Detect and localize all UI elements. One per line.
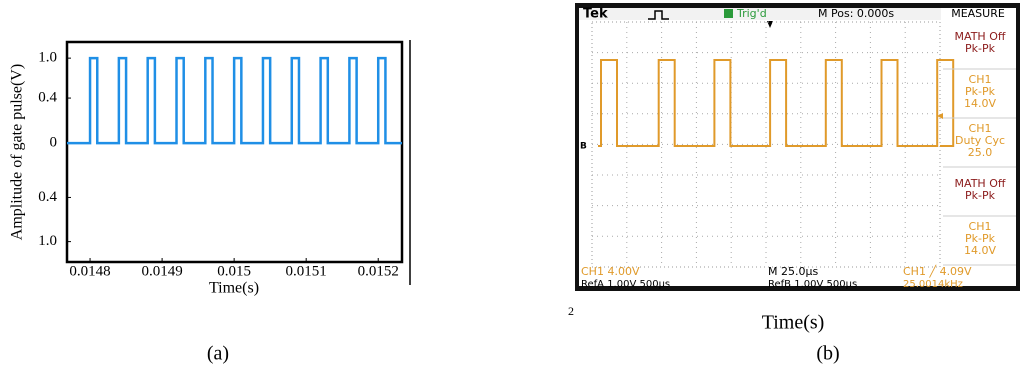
- ch1-scale: CH1 4.00V: [581, 265, 640, 278]
- y-tick-label: 0.4: [38, 89, 57, 105]
- refa: RefA 1.00V 500µs: [581, 279, 670, 290]
- y-tick-label: 1.0: [38, 233, 57, 249]
- trigger-setting: CH1 ╱ 4.09V: [903, 264, 972, 278]
- frequency: 25.0014kHz: [903, 279, 963, 290]
- position: M Pos: 0.000s: [818, 7, 894, 20]
- menu-item: 14.0V: [964, 97, 996, 110]
- brand: Tek: [583, 7, 608, 22]
- x-tick-label: 0.0152: [358, 263, 399, 279]
- caption: (b): [816, 343, 839, 365]
- x-axis-label: Time(s): [209, 280, 259, 297]
- caption: (a): [207, 343, 229, 365]
- menu-item: Pk-Pk: [965, 189, 996, 202]
- corner-label: 2: [568, 304, 574, 318]
- channel-marker: B: [580, 142, 587, 152]
- timebase: M 25.0µs: [768, 265, 818, 278]
- oscilloscope: Tek Trig'd M Pos: 0.000s MEASURE B MATH …: [575, 3, 1020, 291]
- menu-item: 14.0V: [964, 244, 996, 257]
- refb: RefB 1.00V 500µs: [768, 279, 857, 290]
- figure: Amplitude of gate pulse(V) Time(s) 1.0 0.…: [0, 0, 1024, 370]
- y-tick-label: 0.4: [38, 189, 57, 205]
- x-tick-label: 0.015: [217, 263, 251, 279]
- y-tick-label: 0: [50, 135, 58, 151]
- trigger-state: Trig'd: [736, 7, 767, 20]
- x-axis-label: Time(s): [762, 312, 825, 334]
- x-tick-label: 0.0148: [69, 263, 110, 279]
- plot-area: 1.0 0.4 0 0.4 1.0 0.0148 0.0149 0.015 0.0151 0.01…: [38, 50, 402, 280]
- trig-box: [724, 9, 733, 18]
- pulse-line: [67, 58, 402, 143]
- menu-item: Pk-Pk: [965, 42, 996, 55]
- x-tick-label: 0.0149: [141, 263, 182, 279]
- menu-title: MEASURE: [951, 7, 1005, 20]
- y-tick-label: 1.0: [38, 50, 57, 66]
- menu-item: 25.0: [968, 146, 993, 159]
- y-axis-label: Amplitude of gate pulse(V): [9, 64, 26, 240]
- x-tick-label: 0.0151: [286, 263, 327, 279]
- panel-a: Amplitude of gate pulse(V) Time(s) 1.0 0.…: [9, 40, 410, 297]
